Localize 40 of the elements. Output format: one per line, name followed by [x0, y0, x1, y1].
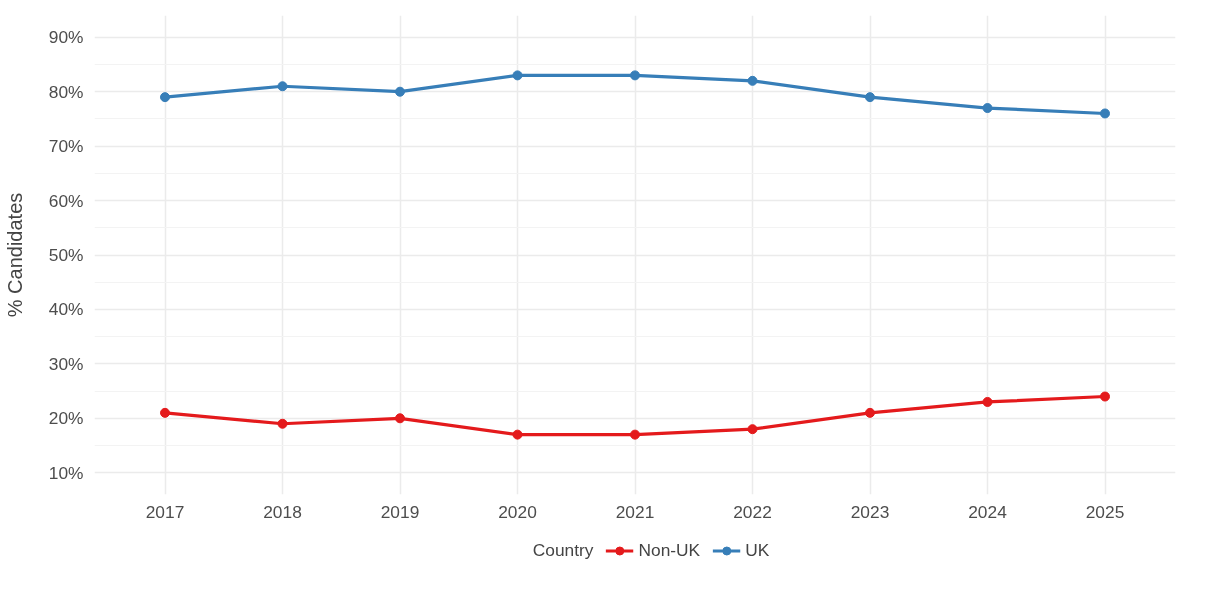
y-tick-label: 80% [48, 81, 84, 102]
x-tick-label: 2019 [380, 501, 420, 522]
point [865, 407, 875, 418]
x-tick-label: 2020 [498, 501, 537, 522]
point [982, 103, 993, 114]
x-tick-label: 2025 [1085, 501, 1125, 522]
y-tick-label: 60% [48, 190, 84, 211]
x-tick-label: 2018 [263, 501, 302, 522]
legend-label: UK [745, 539, 770, 561]
point [160, 407, 170, 418]
point [982, 396, 993, 407]
x-tick-label: 2023 [850, 501, 890, 522]
y-tick-label: 30% [48, 353, 84, 374]
point [1100, 391, 1110, 402]
point [512, 70, 523, 81]
y-axis-title: % Candidates [3, 192, 26, 318]
y-tick-label: 40% [48, 299, 84, 320]
point [160, 92, 170, 103]
point [277, 418, 288, 429]
y-tick-label: 20% [48, 408, 84, 429]
y-tick-label: 70% [48, 136, 84, 157]
legend-label: Non-UK [638, 539, 701, 561]
point [865, 92, 875, 103]
point [630, 70, 640, 81]
point [1100, 108, 1110, 119]
point [277, 81, 288, 92]
point [395, 86, 405, 97]
point [747, 424, 758, 435]
x-tick-label: 2024 [968, 501, 1008, 522]
point [512, 429, 523, 440]
x-tick-label: 2021 [615, 501, 655, 522]
y-tick-label: 50% [48, 245, 84, 265]
point [395, 413, 405, 424]
point [630, 429, 640, 440]
x-tick-label: 2022 [733, 501, 772, 522]
legend-title: Country [532, 539, 594, 561]
y-tick-label: 10% [48, 462, 84, 483]
x-tick-label: 2017 [145, 501, 185, 522]
y-tick-label: 90% [48, 27, 84, 48]
point [747, 75, 758, 86]
